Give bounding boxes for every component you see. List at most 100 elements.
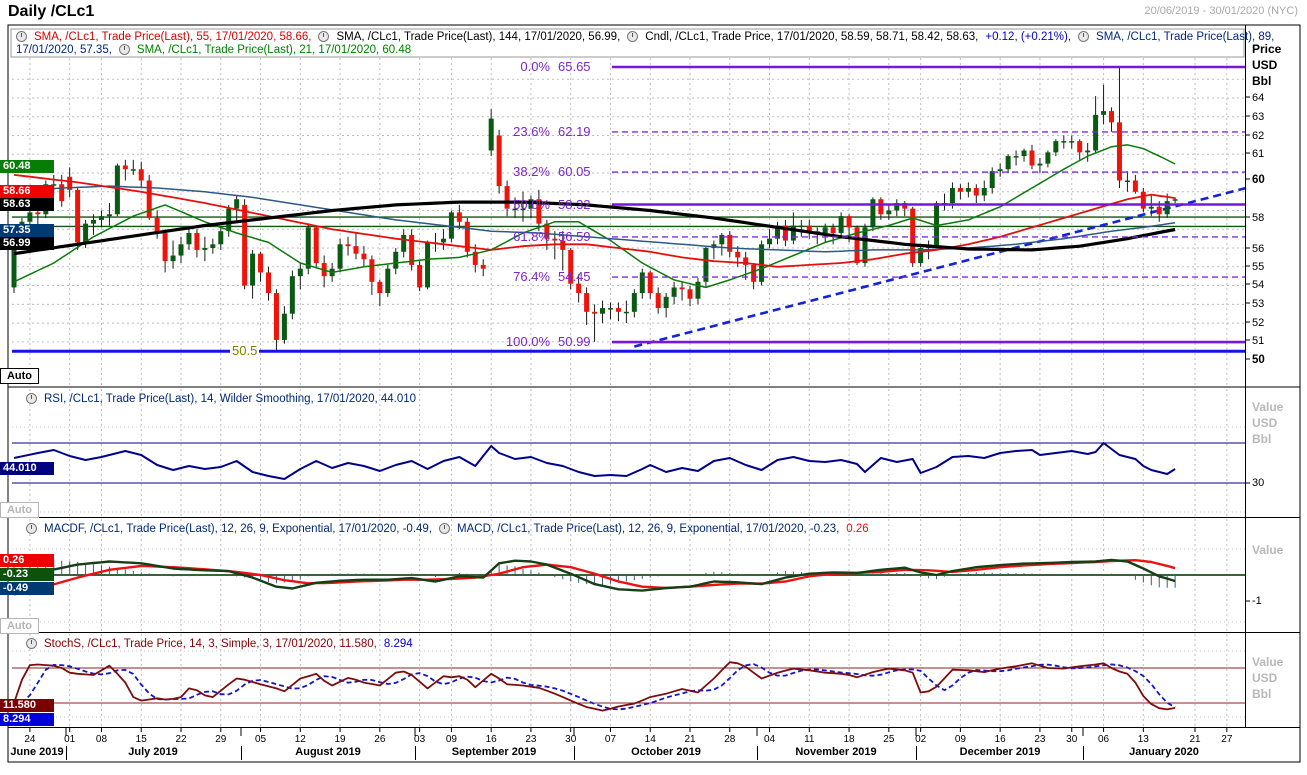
candle-body <box>114 165 120 215</box>
candle-body <box>425 242 431 288</box>
date-axis-day-label: 29 <box>215 734 227 745</box>
date-axis-day-label: 04 <box>763 734 776 745</box>
candle-body <box>870 199 876 228</box>
candle-body <box>631 293 637 312</box>
date-axis-month-separator <box>1083 746 1084 760</box>
date-axis-day-label: 14 <box>644 734 656 745</box>
candle-body <box>210 244 216 249</box>
candle-body <box>313 227 319 264</box>
candle-body <box>607 308 613 310</box>
fib-price-label: 60.05 <box>558 164 591 180</box>
candle-body <box>361 253 367 260</box>
date-axis-day-label: 21 <box>1189 734 1201 745</box>
candle-body <box>623 311 629 314</box>
date-axis-month-label: September 2019 <box>451 746 537 758</box>
candle-body <box>774 225 780 239</box>
candle-body <box>226 208 232 232</box>
candle-body <box>138 169 144 181</box>
candle-body <box>822 227 828 234</box>
macd-axis-header: Value <box>1252 543 1284 557</box>
candle-body <box>59 184 65 202</box>
date-axis-month-label: October 2019 <box>631 746 701 758</box>
candle-body <box>552 238 558 241</box>
date-axis-day-label: 06 <box>1097 734 1110 745</box>
auto-scale-button[interactable]: Auto <box>0 368 39 384</box>
rsi-axis-header: Bbl <box>1252 432 1272 446</box>
macd-legend[interactable]: MACDF, /CLc1, Trade Price(Last), 12, 26,… <box>26 522 869 535</box>
candle-body <box>1124 180 1130 182</box>
candle-body <box>1093 114 1099 151</box>
candle-body <box>782 225 788 241</box>
candle-body <box>1077 141 1083 153</box>
candle-body <box>592 311 598 314</box>
candle-body <box>401 234 407 252</box>
candle-body <box>480 264 486 269</box>
rsi-line <box>13 442 1176 480</box>
legend-text: Cndl, /CLc1, Trade Price, 17/01/2020, 58… <box>645 30 979 43</box>
main-chart-legend-row1[interactable]: SMA, /CLc1, Trade Price(Last), 55, 17/01… <box>16 30 1274 43</box>
rsi-value-badge: 44.010 <box>0 462 54 475</box>
candle-body <box>512 208 518 211</box>
fib-price-label: 58.32 <box>558 196 591 212</box>
price-axis-badge: 60.48 <box>0 160 54 173</box>
sma-144-line <box>13 200 1176 256</box>
candle-body <box>337 244 343 269</box>
uptrend-line <box>634 186 1247 348</box>
price-axis-tick: 53 <box>1252 298 1265 310</box>
price-axis-tick: 54 <box>1252 279 1265 291</box>
date-axis-day-label: 30 <box>1066 734 1078 745</box>
candle-body <box>862 227 868 264</box>
date-axis-day-label: 18 <box>843 734 855 745</box>
fib-pct-label: 38.2% <box>513 164 550 180</box>
date-axis-month-label: August 2019 <box>295 746 361 758</box>
stoch-k-line <box>13 661 1176 712</box>
candle-body <box>385 268 391 294</box>
clock-icon <box>26 523 37 534</box>
price-axis-tick: 60 <box>1252 174 1265 186</box>
fib-price-label: 65.65 <box>558 59 591 74</box>
rsi-auto-button[interactable]: Auto <box>0 502 39 518</box>
clock-icon <box>26 393 37 404</box>
candle-body <box>1005 156 1011 170</box>
date-axis-month-label: December 2019 <box>959 746 1041 758</box>
candle-body <box>297 268 303 277</box>
candle-body <box>353 246 359 254</box>
price-axis-tick: 51 <box>1252 335 1265 347</box>
candle-body <box>1013 156 1019 158</box>
date-axis-day-label: 19 <box>334 734 346 745</box>
rsi-legend[interactable]: RSI, /CLc1, Trade Price(Last), 14, Wilde… <box>26 392 416 405</box>
candle-body <box>146 180 152 219</box>
candle-body <box>798 225 804 228</box>
candle-body <box>472 251 478 265</box>
main-chart-legend-row2[interactable]: 17/01/2020, 57.35, SMA, /CLc1, Trade Pric… <box>16 43 411 56</box>
date-axis-month-label: July 2019 <box>128 746 178 758</box>
candle-body <box>234 199 240 209</box>
hline-price-label: 50.5 <box>230 343 260 359</box>
rsi-axis-tick: 30 <box>1252 477 1265 489</box>
fib-pct-label: 0.0% <box>520 59 550 74</box>
date-axis-day-label: 23 <box>525 734 537 745</box>
stoch-value-badge: 8.294 <box>0 713 54 726</box>
fib-pct-label: 100.0% <box>505 334 550 350</box>
macd-line <box>13 558 1176 592</box>
fib-pct-label: 23.6% <box>513 123 550 139</box>
candle-body <box>504 186 510 209</box>
legend-text: RSI, /CLc1, Trade Price(Last), 14, Wilde… <box>44 392 417 405</box>
date-axis-day-label: 11 <box>804 734 815 745</box>
date-axis-day-label: 09 <box>445 734 457 745</box>
stoch-legend[interactable]: StochS, /CLc1, Trade Price, 14, 3, Simpl… <box>26 637 413 650</box>
candle-body <box>981 188 987 196</box>
candle-body <box>305 227 311 269</box>
price-axis-badge: 58.63 <box>0 198 54 211</box>
price-axis-tick: 55 <box>1252 261 1265 273</box>
candle-body <box>162 233 168 262</box>
date-axis-day-label: 23 <box>1034 734 1046 745</box>
candle-body <box>703 248 709 282</box>
macd-auto-button[interactable]: Auto <box>0 618 39 634</box>
candle-body <box>1132 180 1138 192</box>
candle-body <box>242 204 248 286</box>
price-axis-tick: 52 <box>1252 317 1265 329</box>
date-axis-day-label: 01 <box>64 734 76 745</box>
